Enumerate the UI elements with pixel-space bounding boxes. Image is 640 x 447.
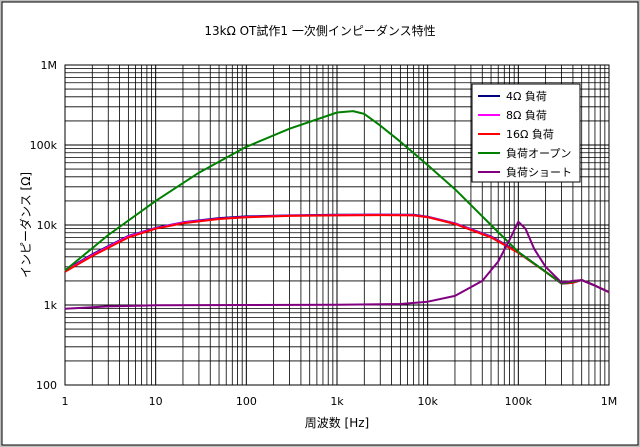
y-tick-labels: 100 1k 10k 100k 1M <box>30 59 58 392</box>
plot-border <box>64 64 610 386</box>
y-tick-label: 10k <box>37 219 58 232</box>
y-tick-label: 1k <box>44 299 58 312</box>
series-layer <box>64 110 610 310</box>
x-axis-label: 周波数 [Hz] <box>305 415 370 430</box>
x-tick-label: 1k <box>330 395 344 408</box>
legend-label: 負荷ショート <box>506 166 572 179</box>
y-axis-label: インピーダンス [Ω] <box>18 172 33 278</box>
x-tick-label: 1M <box>601 395 618 408</box>
x-tick-label: 100 <box>236 395 257 408</box>
legend-label: 16Ω 負荷 <box>506 128 554 141</box>
legend-label: 4Ω 負荷 <box>506 90 547 103</box>
x-tick-label: 100k <box>505 395 533 408</box>
grid-lines <box>64 65 609 386</box>
y-tick-label: 1M <box>41 59 58 72</box>
legend-label: 負荷オープン <box>506 147 571 160</box>
series-line-5 <box>64 220 610 310</box>
x-tick-labels: 1 10 100 1k 10k 100k 1M <box>62 395 618 408</box>
x-tick-label: 10k <box>417 395 438 408</box>
y-tick-label: 100 <box>36 379 57 392</box>
legend-label: 8Ω 負荷 <box>506 109 547 122</box>
chart-title: 13kΩ OT試作1 一次側インピーダンス特性 <box>204 23 435 38</box>
x-tick-label: 10 <box>149 395 163 408</box>
x-tick-label: 1 <box>62 395 69 408</box>
y-tick-label: 100k <box>30 139 58 152</box>
